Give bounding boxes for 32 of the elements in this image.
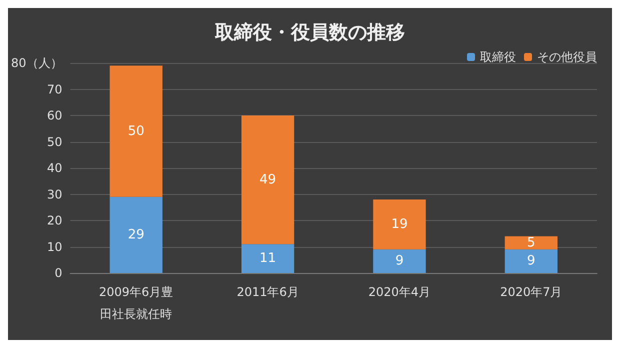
x-tick-label: 2020年7月	[500, 285, 562, 299]
data-label: 5	[527, 235, 536, 250]
y-tick-label: 30	[46, 187, 62, 202]
y-tick-label: 70	[46, 82, 62, 96]
data-label: 19	[391, 216, 408, 232]
bar	[241, 244, 294, 273]
data-label: 9	[527, 254, 536, 269]
x-tick-label: 2009年6月豊田社長就任時	[99, 285, 174, 321]
bar	[110, 66, 162, 197]
y-tick-label: 10	[46, 240, 62, 254]
y-tick-label: 50	[46, 134, 62, 149]
data-label: 9	[395, 254, 404, 269]
x-tick-label: 2011年6月	[236, 285, 299, 299]
bar	[504, 236, 558, 250]
bar	[504, 249, 558, 273]
bar	[110, 196, 162, 273]
legend-label: 取締役	[480, 50, 516, 64]
x-tick-label: 2020年4月	[368, 285, 431, 299]
bar	[373, 200, 426, 250]
y-tick-label: 20	[46, 214, 62, 228]
data-label: 11	[260, 251, 276, 266]
y-tick-label: 0	[54, 266, 62, 280]
bar	[241, 116, 294, 244]
chart-title: 取締役・役員数の推移	[214, 22, 405, 44]
y-tick-label: 40	[46, 161, 62, 175]
bar	[373, 249, 426, 273]
legend-label: その他役員	[537, 50, 597, 64]
y-tick-label: 60	[46, 108, 62, 122]
y-tick-label: 80（人）	[10, 56, 62, 70]
data-label: 29	[128, 227, 144, 242]
data-label: 49	[260, 172, 276, 188]
data-label: 50	[128, 124, 144, 139]
